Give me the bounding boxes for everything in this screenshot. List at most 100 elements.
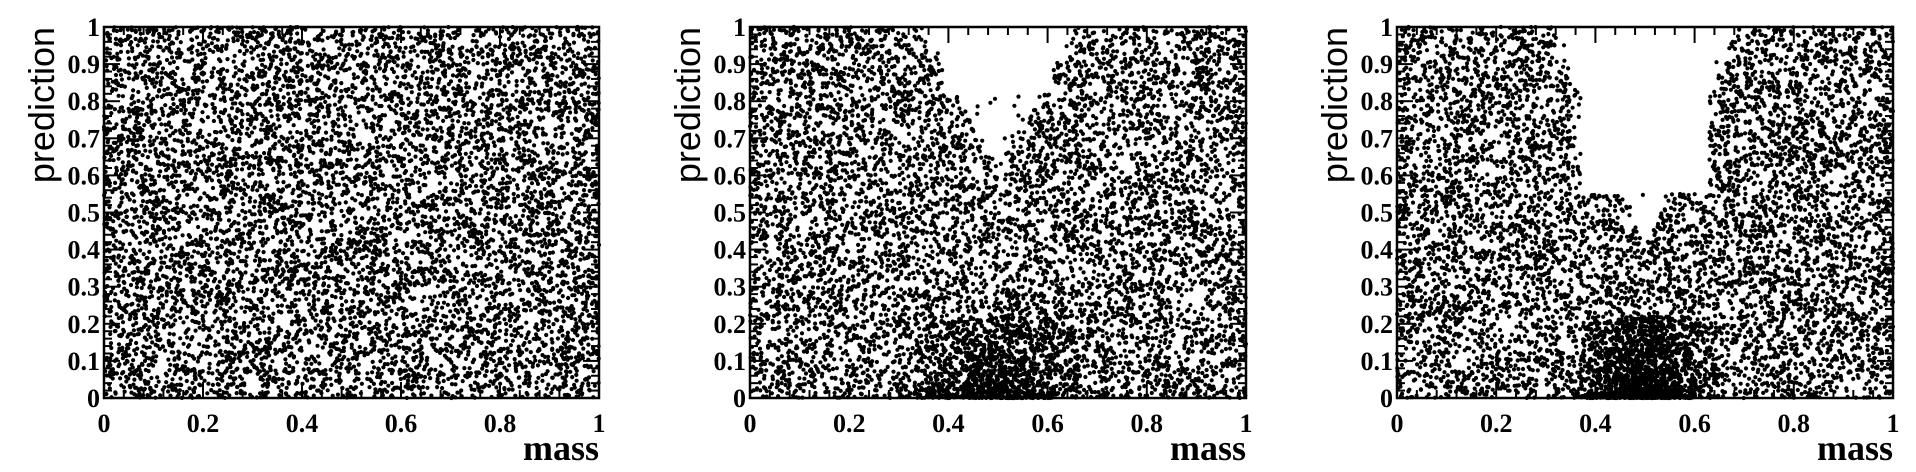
data-point <box>292 123 296 127</box>
data-point <box>117 69 121 73</box>
data-point <box>229 190 233 194</box>
data-point <box>559 346 563 350</box>
data-point <box>389 49 393 53</box>
data-point <box>274 176 278 180</box>
data-point <box>531 365 535 369</box>
data-point <box>230 106 234 110</box>
data-point <box>181 144 185 148</box>
data-point <box>180 77 184 81</box>
data-point <box>192 249 196 253</box>
data-point <box>165 220 169 224</box>
data-point <box>287 364 291 368</box>
data-point <box>348 330 352 334</box>
data-point <box>170 377 174 381</box>
data-point <box>516 187 520 191</box>
data-point <box>446 303 450 307</box>
data-point <box>243 310 247 314</box>
data-point <box>551 212 555 216</box>
data-point <box>143 336 147 340</box>
data-point <box>502 387 506 391</box>
data-point <box>419 143 423 147</box>
data-point <box>474 374 478 378</box>
data-point <box>339 66 343 70</box>
data-point <box>355 49 359 53</box>
data-point <box>106 82 110 86</box>
data-point <box>200 89 204 93</box>
data-point <box>171 148 175 152</box>
data-point <box>565 40 569 44</box>
data-point <box>168 215 172 219</box>
data-point <box>115 312 119 316</box>
data-point <box>414 76 418 80</box>
data-point <box>369 298 373 302</box>
data-point <box>472 33 476 37</box>
data-point <box>165 58 169 62</box>
data-point <box>195 217 199 221</box>
data-point <box>157 117 161 121</box>
data-point <box>507 112 511 116</box>
data-point <box>339 233 343 237</box>
data-point <box>456 328 460 332</box>
data-point <box>177 392 181 396</box>
data-point <box>259 168 263 172</box>
data-point <box>590 126 594 130</box>
data-point <box>212 66 216 70</box>
data-point <box>320 241 324 245</box>
data-point <box>293 298 297 302</box>
data-point <box>202 85 206 89</box>
data-point <box>406 289 410 293</box>
data-point <box>435 85 439 89</box>
data-point <box>477 279 481 283</box>
data-point <box>179 265 183 269</box>
data-point <box>474 304 478 308</box>
data-point <box>199 209 203 213</box>
data-point <box>402 82 406 86</box>
data-point <box>426 69 430 73</box>
data-point <box>497 303 501 307</box>
data-point <box>559 288 563 292</box>
data-point <box>524 336 528 340</box>
data-point <box>236 182 240 186</box>
data-point <box>309 385 313 389</box>
data-point <box>241 290 245 294</box>
data-point <box>119 73 123 77</box>
data-point <box>503 391 507 395</box>
data-point <box>465 56 469 60</box>
data-point <box>229 224 233 228</box>
data-point <box>112 126 116 130</box>
data-point <box>413 283 417 287</box>
data-point <box>566 265 570 269</box>
data-point <box>109 154 113 158</box>
data-point <box>240 167 244 171</box>
data-point <box>181 320 185 324</box>
data-point <box>504 328 508 332</box>
data-point <box>341 177 345 181</box>
data-point <box>418 348 422 352</box>
data-point <box>549 204 553 208</box>
data-point <box>464 174 468 178</box>
data-point <box>457 317 461 321</box>
data-point <box>276 201 280 205</box>
data-point <box>236 83 240 87</box>
data-point <box>379 382 383 386</box>
data-point <box>537 303 541 307</box>
data-point <box>528 81 532 85</box>
data-point <box>201 47 205 51</box>
data-point <box>127 56 131 60</box>
data-point <box>278 88 282 92</box>
data-point <box>194 96 198 100</box>
data-point <box>438 53 442 57</box>
data-point <box>560 186 564 190</box>
data-point <box>474 184 478 188</box>
data-point <box>373 116 377 120</box>
data-point <box>357 110 361 114</box>
data-point <box>152 351 156 355</box>
data-point <box>375 293 379 297</box>
data-point <box>268 210 272 214</box>
data-point <box>248 231 252 235</box>
data-point <box>467 121 471 125</box>
data-point <box>192 107 196 111</box>
data-point <box>285 330 289 334</box>
data-point <box>410 275 414 279</box>
data-point <box>181 82 185 86</box>
